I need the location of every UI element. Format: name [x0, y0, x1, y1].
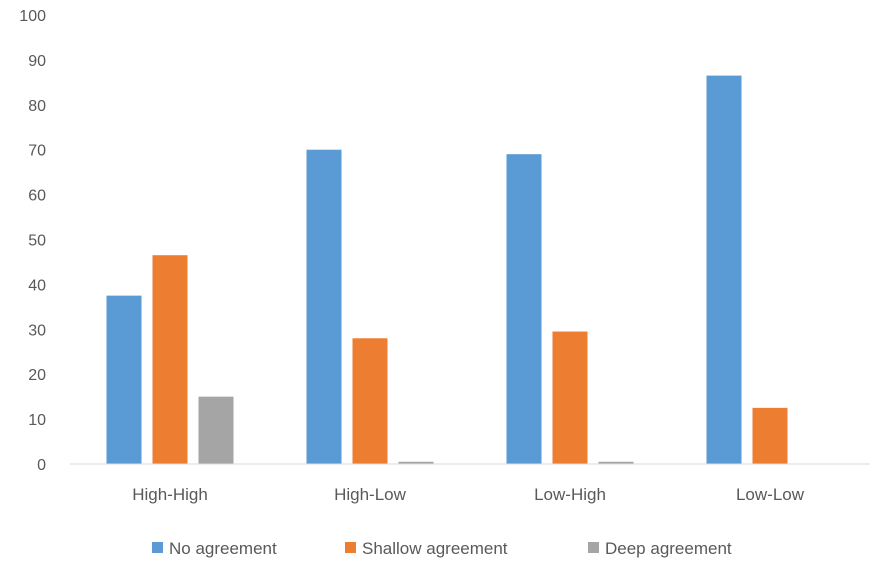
y-tick-label: 40: [28, 277, 46, 294]
legend: No agreement Shallow agreement Deep agreem…: [152, 539, 732, 558]
x-category-label: High-Low: [334, 485, 407, 504]
bar-low-high-shallow-agreement: [552, 331, 588, 464]
y-tick-label: 10: [28, 412, 46, 429]
legend-label: No agreement: [169, 539, 277, 558]
x-category-label: High-High: [132, 485, 208, 504]
legend-swatch: [345, 542, 356, 553]
bar-low-low-no-agreement: [706, 75, 742, 465]
bar-low-high-no-agreement: [506, 154, 542, 464]
y-tick-label: 30: [28, 322, 46, 339]
y-tick-label: 0: [37, 457, 46, 474]
y-tick-label: 80: [28, 98, 46, 115]
x-category-label: Low-Low: [736, 485, 805, 504]
bar-high-low-deep-agreement: [398, 461, 434, 464]
y-tick-label: 60: [28, 188, 46, 205]
x-category-label: Low-High: [534, 485, 606, 504]
y-tick-label: 100: [19, 8, 46, 25]
y-tick-label: 90: [28, 53, 46, 70]
x-axis-category-labels: High-High High-Low Low-High Low-Low: [132, 485, 805, 504]
bar-high-high-no-agreement: [106, 295, 142, 464]
legend-swatch: [152, 542, 163, 553]
bar-high-low-shallow-agreement: [352, 338, 388, 464]
legend-swatch: [588, 542, 599, 553]
legend-label: Deep agreement: [605, 539, 732, 558]
y-tick-label: 70: [28, 143, 46, 160]
bar-high-low-no-agreement: [306, 149, 342, 464]
y-tick-label: 50: [28, 233, 46, 250]
y-axis-tick-labels: 0 10 20 30 40 50 60 70 80 90 100: [19, 8, 46, 474]
y-tick-label: 20: [28, 367, 46, 384]
legend-label: Shallow agreement: [362, 539, 508, 558]
bar-high-high-shallow-agreement: [152, 255, 188, 464]
bar-high-high-deep-agreement: [198, 396, 234, 464]
bar-low-low-shallow-agreement: [752, 407, 788, 464]
bar-low-high-deep-agreement: [598, 461, 634, 464]
bars: [106, 75, 788, 465]
